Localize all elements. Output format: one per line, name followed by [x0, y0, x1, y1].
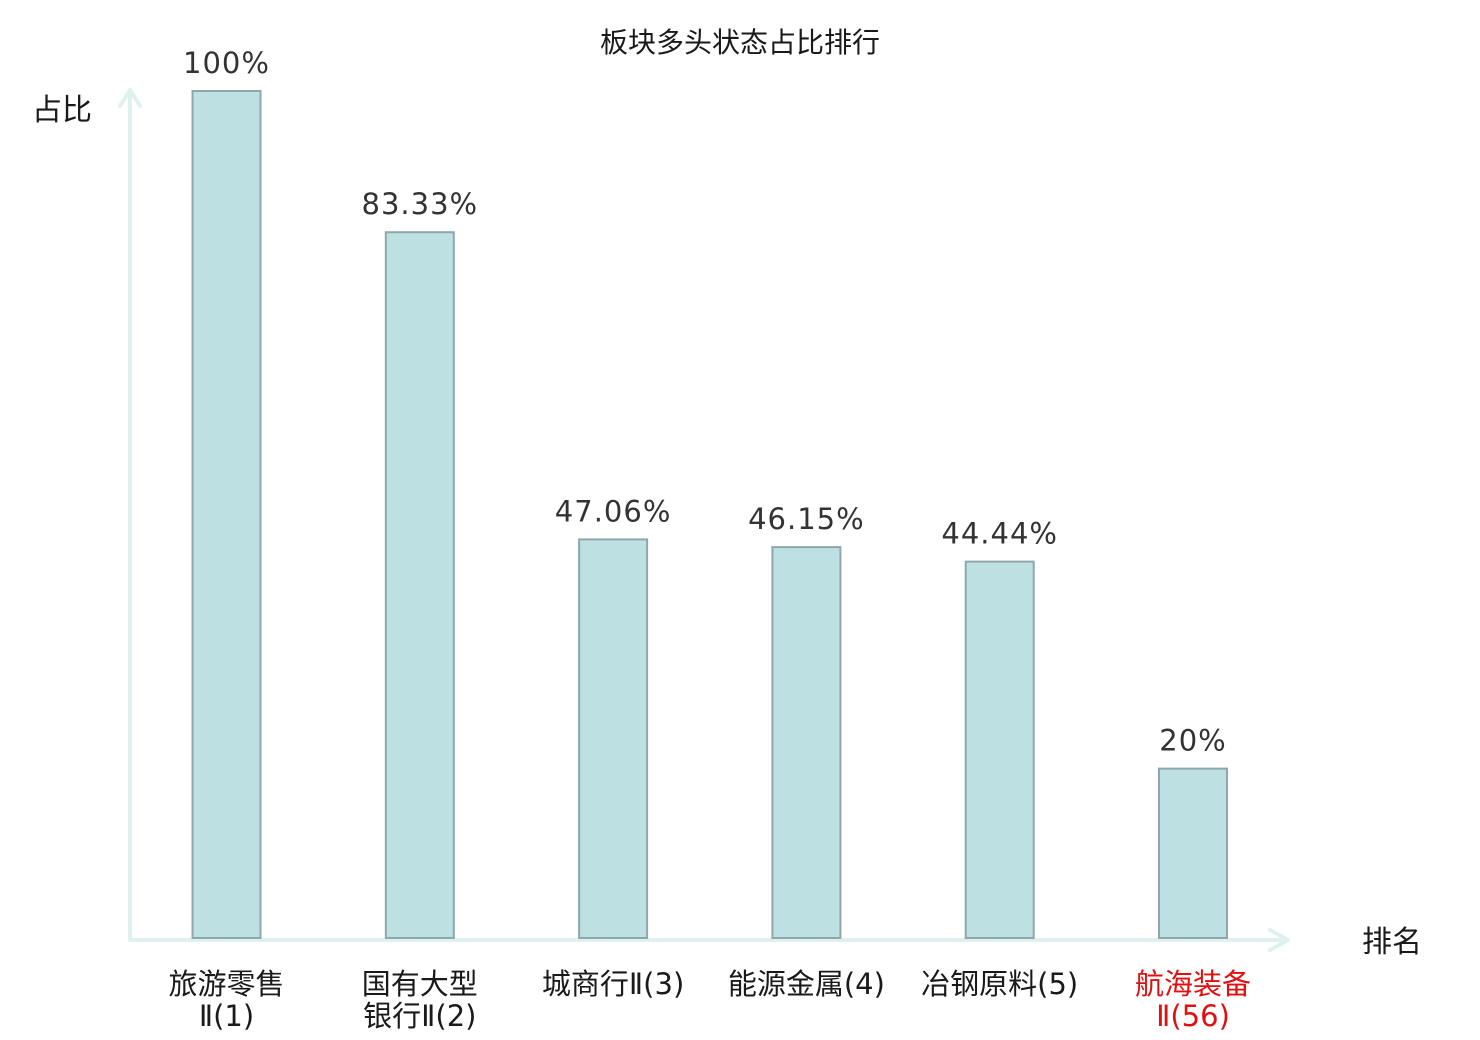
bar-4: [771, 546, 842, 939]
value-labels-group: 100% 83.33% 47.06% 46.15% 44.44% 20%: [183, 46, 1226, 758]
category-label-6-line2: Ⅱ(56): [1156, 999, 1230, 1033]
y-axis-arrow-icon: [118, 88, 142, 108]
value-label-4: 46.15%: [748, 502, 865, 536]
bar-1: [191, 90, 262, 939]
category-label-5-line1: 冶钢原料(5): [921, 967, 1078, 1001]
bar-5: [964, 560, 1035, 939]
category-label-4-line1: 能源金属(4): [728, 967, 885, 1001]
category-label-1-line2: Ⅱ(1): [199, 999, 254, 1033]
value-label-1: 100%: [183, 46, 270, 80]
axes: [118, 88, 1290, 952]
y-axis-label: 占比: [32, 93, 92, 128]
category-label-1-line1: 旅游零售: [168, 967, 284, 1001]
chart-title: 板块多头状态占比排行: [600, 26, 880, 59]
category-label-3-line1: 城商行Ⅱ(3): [542, 967, 684, 1001]
category-label-2-line2: 银行Ⅱ(2): [363, 999, 476, 1033]
x-axis-arrow-icon: [1268, 928, 1290, 952]
category-label-2-line1: 国有大型: [362, 967, 478, 1001]
bar-6: [1158, 767, 1228, 939]
bar-2: [384, 231, 455, 939]
x-axis-label: 排名: [1362, 925, 1422, 960]
value-label-5: 44.44%: [941, 517, 1058, 551]
bars-group: [191, 90, 1228, 940]
category-label-6-line1: 航海装备: [1135, 967, 1251, 1001]
value-label-3: 47.06%: [555, 494, 672, 528]
bar-3: [578, 538, 649, 940]
value-label-6: 20%: [1159, 724, 1226, 758]
value-label-2: 83.33%: [362, 187, 479, 221]
